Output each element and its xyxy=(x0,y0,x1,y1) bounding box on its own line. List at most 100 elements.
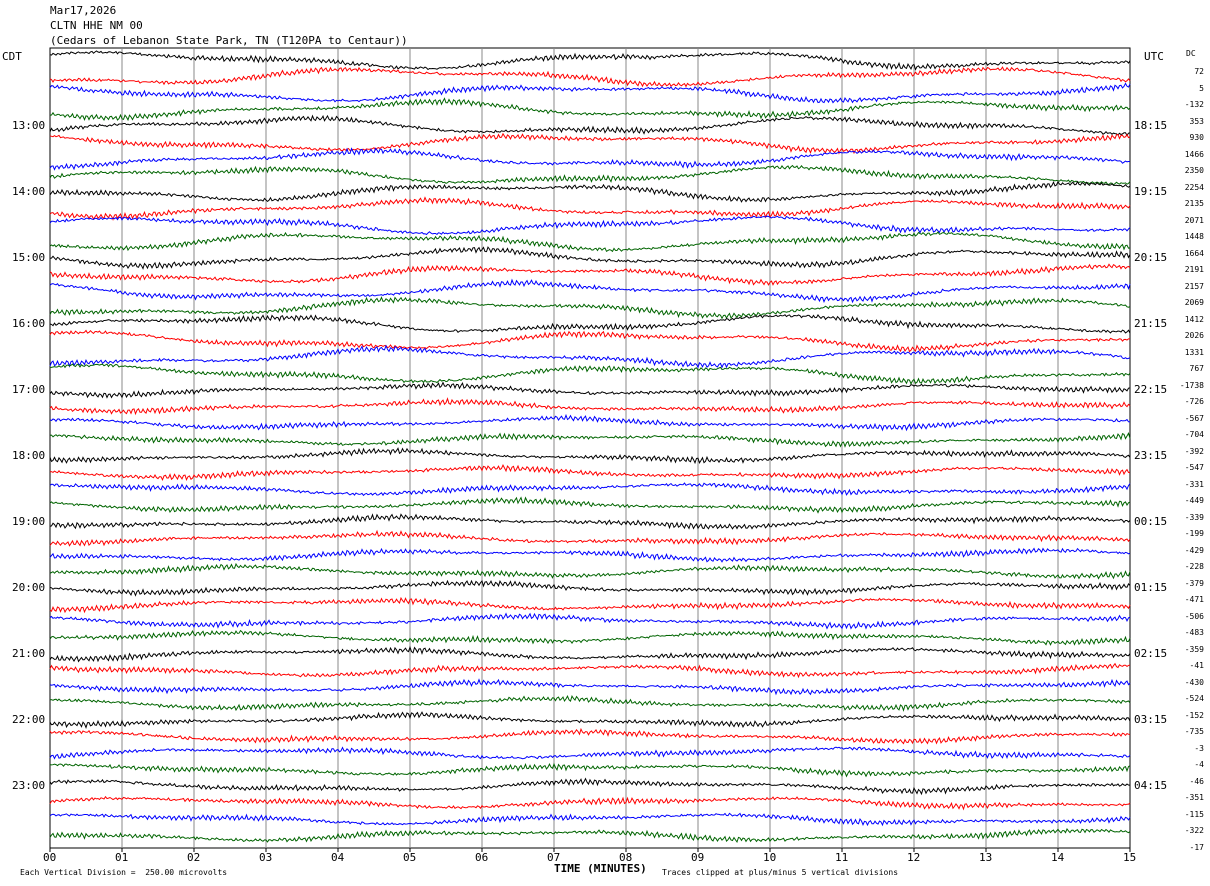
seismic-trace xyxy=(49,263,1131,286)
left-hour-label: 13:00 xyxy=(12,119,46,132)
right-hour-label: 21:15 xyxy=(1134,317,1168,330)
seismic-trace xyxy=(49,432,1131,448)
x-axis-label: TIME (MINUTES) xyxy=(554,862,647,875)
seismic-trace xyxy=(49,231,1131,253)
dc-offset-label: -339 xyxy=(1184,512,1204,522)
left-hour-label: 15:00 xyxy=(12,251,46,264)
dc-offset-label: -41 xyxy=(1189,661,1204,670)
x-tick-label: 11 xyxy=(835,851,849,864)
seismic-trace xyxy=(49,727,1131,745)
x-tick-label: 06 xyxy=(475,851,489,864)
dc-offset-label: 2071 xyxy=(1184,215,1204,225)
left-hour-label: 23:00 xyxy=(12,779,46,792)
seismic-trace xyxy=(49,777,1131,796)
dc-offset-label: 353 xyxy=(1189,116,1204,126)
seismic-trace xyxy=(49,278,1131,304)
seismic-trace xyxy=(49,762,1131,778)
dc-offset-label: -483 xyxy=(1184,628,1204,637)
seismic-trace xyxy=(49,50,1131,71)
dc-offset-label: 1664 xyxy=(1184,248,1204,258)
scale-note: Each Vertical Division = 250.00 microvol… xyxy=(20,868,228,877)
dc-offset-label: -17 xyxy=(1189,842,1204,852)
seismic-trace xyxy=(49,397,1131,416)
left-hour-label: 21:00 xyxy=(12,647,46,660)
seismic-trace xyxy=(49,97,1131,122)
x-tick-label: 03 xyxy=(259,851,273,864)
dc-offset-label: 1331 xyxy=(1184,347,1204,357)
dc-offset-label: -359 xyxy=(1184,644,1204,654)
dc-offset-label: -3 xyxy=(1194,743,1204,753)
dc-offset-label: 1412 xyxy=(1184,314,1204,324)
seismic-trace xyxy=(49,215,1131,236)
right-hour-label: 03:15 xyxy=(1134,713,1168,726)
dc-offset-label: -704 xyxy=(1184,430,1204,439)
dc-offset-label: -1738 xyxy=(1179,380,1204,390)
x-tick-label: 12 xyxy=(907,851,921,864)
x-tick-label: 02 xyxy=(187,851,201,864)
dc-offset-label: 2191 xyxy=(1184,265,1204,274)
right-hour-label: 02:15 xyxy=(1134,647,1168,660)
dc-offset-label: -379 xyxy=(1184,578,1204,588)
dc-offset-label: -46 xyxy=(1189,776,1204,786)
right-hour-label: 01:15 xyxy=(1134,581,1168,594)
seismic-trace xyxy=(49,447,1131,465)
left-hour-label: 17:00 xyxy=(12,383,46,396)
seismic-trace xyxy=(49,828,1131,843)
dc-offset-label: 1448 xyxy=(1184,232,1204,241)
dc-offset-label: -547 xyxy=(1184,463,1204,472)
seismic-trace xyxy=(49,695,1131,712)
seismic-trace xyxy=(49,496,1131,514)
left-hour-label: 22:00 xyxy=(12,713,46,726)
x-tick-label: 08 xyxy=(619,851,633,864)
right-hour-label: 19:15 xyxy=(1134,185,1168,198)
right-hour-label: 23:15 xyxy=(1134,449,1168,462)
dc-offset-label: -331 xyxy=(1184,479,1204,489)
seismic-trace xyxy=(49,629,1131,646)
dc-offset-label: 930 xyxy=(1189,133,1204,142)
x-tick-label: 13 xyxy=(979,851,993,864)
dc-offset-label: -115 xyxy=(1184,809,1204,819)
seismic-trace xyxy=(50,363,1131,386)
right-timezone: UTC xyxy=(1144,50,1164,63)
clip-note: Traces clipped at plus/minus 5 vertical … xyxy=(662,868,899,877)
dc-offset-label: -392 xyxy=(1184,446,1204,456)
seismic-trace xyxy=(49,164,1131,186)
seismic-trace xyxy=(49,196,1131,221)
left-hour-label: 20:00 xyxy=(12,581,46,594)
dc-offset-label: -506 xyxy=(1184,611,1204,621)
seismic-trace xyxy=(49,180,1131,203)
station-label: CLTN HHE NM 00 xyxy=(50,19,143,32)
dc-offset-label: -132 xyxy=(1184,100,1204,109)
dc-offset-label: 1466 xyxy=(1184,149,1204,159)
right-hour-label: 00:15 xyxy=(1134,515,1168,528)
seismic-trace xyxy=(49,513,1131,530)
x-tick-label: 07 xyxy=(547,851,561,864)
seismic-trace xyxy=(49,344,1131,369)
left-hour-label: 14:00 xyxy=(12,185,46,198)
seismic-trace xyxy=(49,645,1131,663)
seismic-trace xyxy=(49,579,1131,597)
x-tick-label: 10 xyxy=(763,851,777,864)
seismic-trace xyxy=(49,329,1130,353)
dc-offset-label: -228 xyxy=(1184,562,1204,571)
left-hour-label: 18:00 xyxy=(12,449,46,462)
seismic-trace xyxy=(49,82,1131,104)
dc-label: DC xyxy=(1186,49,1196,58)
seismic-trace xyxy=(49,482,1131,497)
seismic-trace xyxy=(49,66,1131,88)
seismic-trace xyxy=(49,147,1130,171)
seismic-trace xyxy=(49,246,1131,270)
seismic-trace xyxy=(49,596,1131,614)
seismic-trace xyxy=(49,812,1131,827)
x-tick-label: 00 xyxy=(43,851,57,864)
dc-offset-label: -430 xyxy=(1184,677,1204,687)
dc-offset-label: -449 xyxy=(1184,496,1204,505)
seismic-trace xyxy=(49,381,1131,399)
dc-offset-label: 5 xyxy=(1199,83,1204,93)
dc-offset-label: -567 xyxy=(1184,413,1204,423)
seismic-trace xyxy=(49,612,1131,630)
dc-offset-label: 2069 xyxy=(1184,298,1204,307)
seismic-trace xyxy=(49,711,1131,729)
dc-offset-label: -351 xyxy=(1184,793,1204,802)
